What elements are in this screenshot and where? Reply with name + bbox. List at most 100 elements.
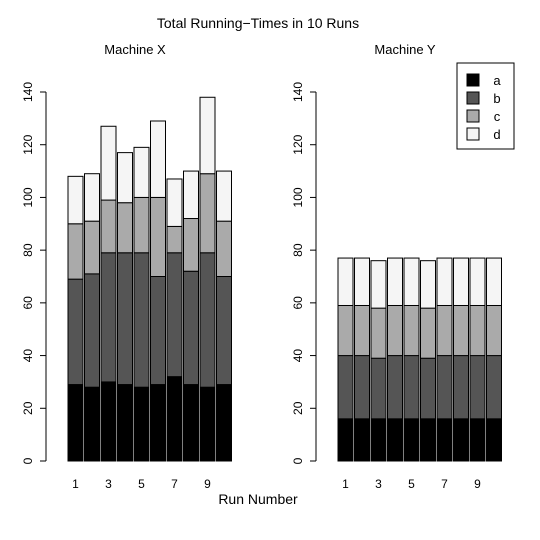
machine-y-bar-segment-c [403, 304, 420, 357]
machine-x-bar-segment-a [67, 384, 84, 462]
machine-y-bar-segment-a [354, 418, 370, 462]
machine-x-y-tick-label: 80 [21, 243, 35, 257]
machine-x-bar-segment-c [199, 173, 216, 254]
machine-y-bar-segment-b [486, 355, 502, 420]
legend-label-c: c [494, 109, 501, 124]
legend-swatch-b [466, 91, 480, 105]
machine-y-bar-segment-b [453, 355, 469, 420]
machine-x-panel: Machine X 0 20 40 60 80 100 120 140 1 3 5 7 9 [21, 42, 232, 491]
machine-y-y-tick-label: 60 [291, 296, 305, 310]
machine-x-x-tick-label: 1 [72, 477, 79, 491]
machine-y-bar-segment-b [370, 357, 387, 420]
machine-x-bar-segment-c [150, 196, 166, 277]
machine-y-bar-segment-b [420, 357, 436, 420]
x-axis-title: Run Number [218, 491, 298, 507]
machine-y-y-tick-label: 40 [291, 349, 305, 363]
machine-y-y-tick-label: 80 [291, 243, 305, 257]
machine-y-bar-segment-a [403, 418, 420, 462]
machine-y-bar-segment-c [469, 304, 486, 357]
machine-y-x-tick-label: 3 [375, 477, 382, 491]
machine-y-x-tick-label: 5 [408, 477, 415, 491]
machine-x-y-tick-label: 100 [21, 187, 35, 207]
machine-y-x-tick-label: 1 [342, 477, 349, 491]
machine-x-bar-segment-d [117, 152, 133, 204]
machine-x-y-tick-label: 120 [21, 134, 35, 154]
machine-x-bar-segment-b [100, 252, 117, 383]
machine-x-bar-segment-d [216, 170, 232, 222]
machine-x-bar-segment-b [117, 252, 133, 386]
machine-y-y-tick-label: 120 [291, 134, 305, 154]
machine-x-bar-segment-d [166, 178, 183, 227]
legend-label-d: d [493, 127, 500, 142]
machine-y-bar-segment-b [354, 355, 370, 420]
machine-y-title: Machine Y [374, 42, 436, 57]
machine-x-bar-segment-c [67, 223, 84, 280]
machine-x-bar-segment-c [133, 196, 150, 254]
machine-x-bar-segment-b [150, 276, 166, 386]
machine-y-bar-segment-c [337, 304, 354, 357]
machine-x-bar-segment-a [84, 386, 100, 462]
machine-y-bar-segment-c [436, 304, 453, 357]
machine-y-bar-segment-b [387, 355, 403, 420]
machine-x-bar-segment-b [216, 276, 232, 386]
machine-x-bar-segment-b [84, 273, 100, 388]
machine-x-y-tick-label: 140 [21, 82, 35, 102]
legend-swatch-d [466, 127, 480, 141]
machine-y-bar-segment-a [370, 418, 387, 462]
machine-y-bar-segment-d [453, 257, 469, 306]
machine-y-bar-segment-c [420, 307, 436, 359]
machine-x-bar-segment-d [100, 125, 117, 201]
machine-x-x-tick-label: 9 [204, 477, 211, 491]
machine-y-bar-segment-b [436, 355, 453, 420]
machine-y-bar-segment-b [403, 355, 420, 420]
machine-x-bar-segment-b [166, 252, 183, 378]
machine-y-bar-segment-a [486, 418, 502, 462]
machine-y-bar-segment-d [354, 257, 370, 306]
legend-label-b: b [493, 91, 500, 106]
machine-y-bar-segment-d [469, 257, 486, 306]
machine-x-bar-segment-c [100, 199, 117, 254]
machine-x-title: Machine X [104, 42, 166, 57]
figure-title: Total Running−Times in 10 Runs [157, 15, 359, 31]
machine-y-panel: Machine Y 0 20 40 60 80 100 120 140 1 3 5 7 9 [291, 42, 502, 491]
machine-x-bar-segment-a [133, 386, 150, 462]
machine-y-bar-segment-a [337, 418, 354, 462]
machine-x-bar-segment-d [183, 170, 199, 220]
machine-y-bar-segment-b [337, 355, 354, 420]
machine-y-bar-segment-a [387, 418, 403, 462]
machine-x-bar-segment-b [67, 278, 84, 386]
machine-y-bar-segment-d [370, 260, 387, 309]
machine-y-bar-segment-b [469, 355, 486, 420]
machine-x-bar-segment-d [67, 175, 84, 225]
machine-y-bar-segment-d [403, 257, 420, 306]
machine-y-bar-segment-d [420, 260, 436, 309]
machine-x-bar-segment-c [183, 218, 199, 272]
machine-y-bar-segment-a [436, 418, 453, 462]
machine-x-bar-segment-c [84, 220, 100, 275]
machine-y-bar-segment-d [486, 257, 502, 306]
machine-x-x-tick-label: 5 [138, 477, 145, 491]
legend-label-a: a [493, 73, 501, 88]
machine-y-bar-segment-d [387, 257, 403, 306]
machine-y-bar-segment-c [486, 304, 502, 357]
machine-x-x-tick-label: 3 [105, 477, 112, 491]
machine-x-bar-segment-a [166, 376, 183, 462]
machine-y-bar-segment-c [453, 304, 469, 357]
machine-y-bar-segment-a [420, 418, 436, 462]
machine-x-bar-segment-b [199, 252, 216, 388]
machine-y-y-tick-label: 20 [291, 401, 305, 415]
legend-swatch-a [466, 73, 480, 87]
machine-x-bar-segment-d [133, 146, 150, 198]
machine-x-bar-segment-a [117, 384, 133, 462]
machine-x-bar-segment-c [117, 202, 133, 254]
machine-y-x-tick-label: 7 [441, 477, 448, 491]
machine-y-y-tick-label: 140 [291, 82, 305, 102]
machine-x-bar-segment-a [216, 384, 232, 462]
machine-x-bar-segment-a [150, 384, 166, 462]
machine-x-y-tick-label: 0 [21, 457, 35, 464]
machine-y-bar-segment-d [436, 257, 453, 306]
machine-x-bar-segment-a [100, 381, 117, 462]
machine-y-y-tick-label: 0 [291, 457, 305, 464]
